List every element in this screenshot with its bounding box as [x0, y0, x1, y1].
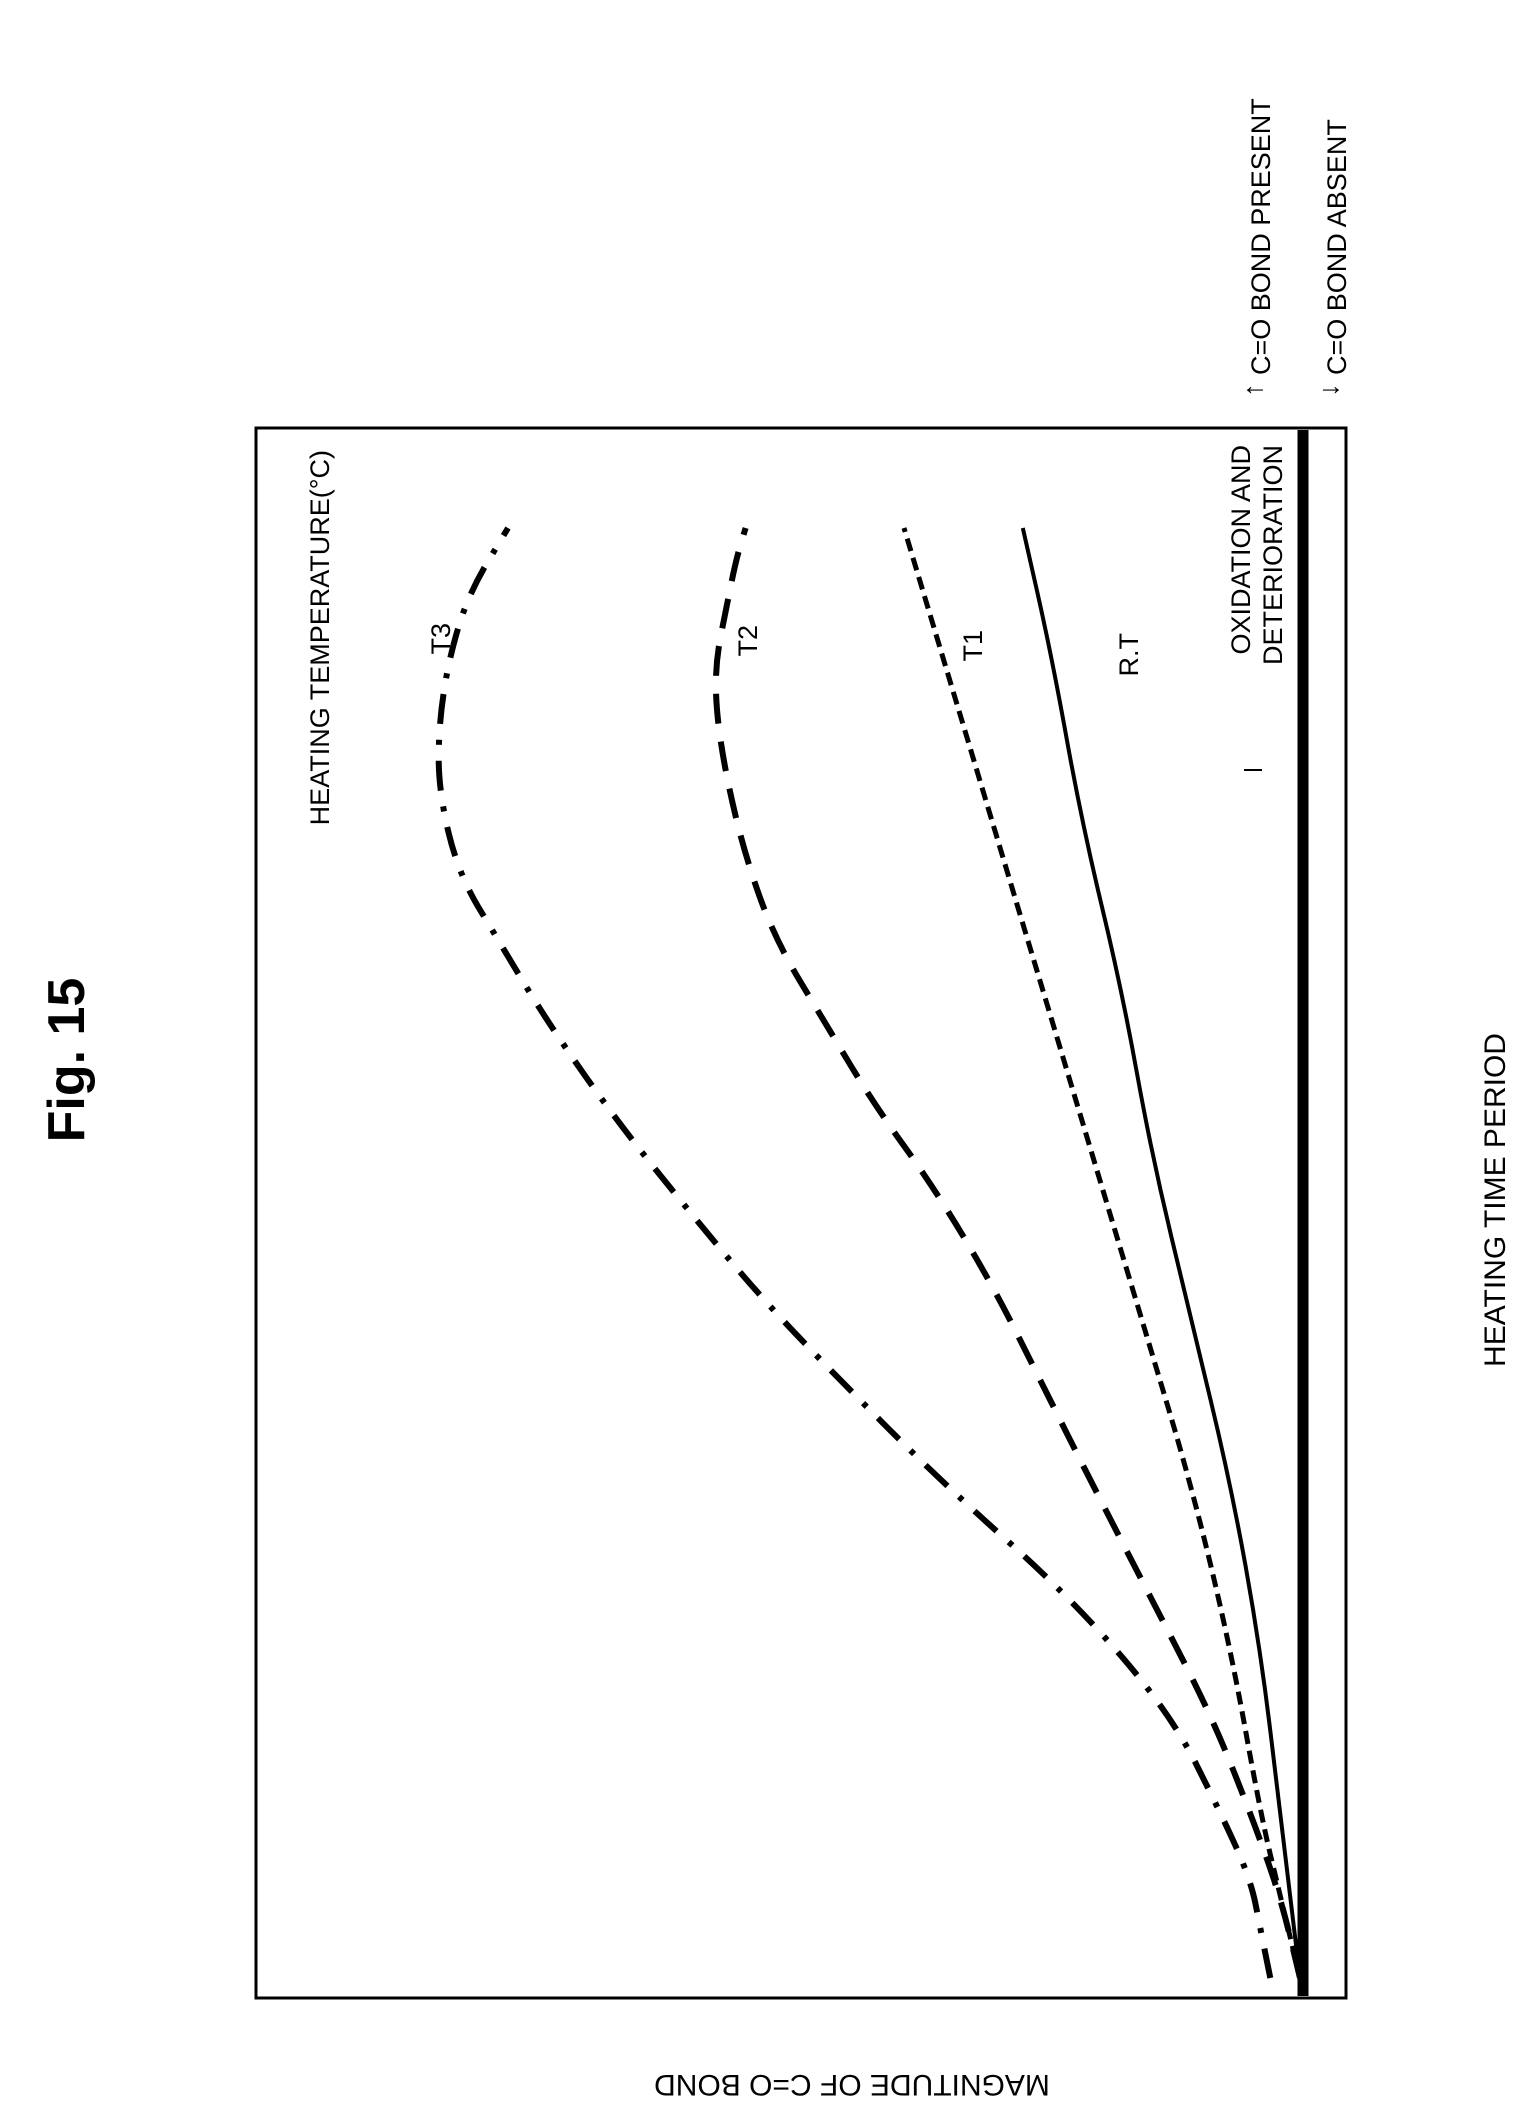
series-label-t2: T2 — [733, 625, 763, 657]
arrow-down-icon: ↓ — [1314, 383, 1344, 397]
series-line-rt — [1020, 527, 1302, 1979]
series-label-rt: R.T — [1114, 633, 1144, 677]
series-line-t3 — [435, 526, 1274, 1979]
y-axis-label: MAGNITUDE OF C=O BOND — [654, 2068, 1050, 2101]
x-axis-label: HEATING TIME PERIOD — [1479, 1033, 1512, 1367]
direction-note-down: ↓ C=O BOND ABSENT — [1314, 119, 1352, 397]
direction-note-up: ↑ C=O BOND PRESENT — [1238, 98, 1276, 397]
arrow-up-icon: ↑ — [1238, 383, 1268, 397]
baseline-annotation-line1: OXIDATION AND — [1226, 445, 1256, 655]
series-label-t3: T3 — [426, 623, 456, 655]
series-group — [435, 526, 1303, 1979]
figure-title: Fig. 15 — [38, 978, 96, 1143]
legend-title: HEATING TEMPERATURE(°C) — [305, 450, 335, 825]
plot-frame — [254, 426, 1348, 2000]
direction-note-up-text: C=O BOND PRESENT — [1246, 98, 1276, 375]
series-label-t1: T1 — [958, 630, 988, 662]
series-line-t1 — [901, 527, 1303, 1979]
direction-note-down-text: C=O BOND ABSENT — [1322, 119, 1352, 375]
baseline-annotation-line2: DETERIORATION — [1258, 445, 1288, 665]
series-line-t2 — [712, 527, 1303, 1979]
